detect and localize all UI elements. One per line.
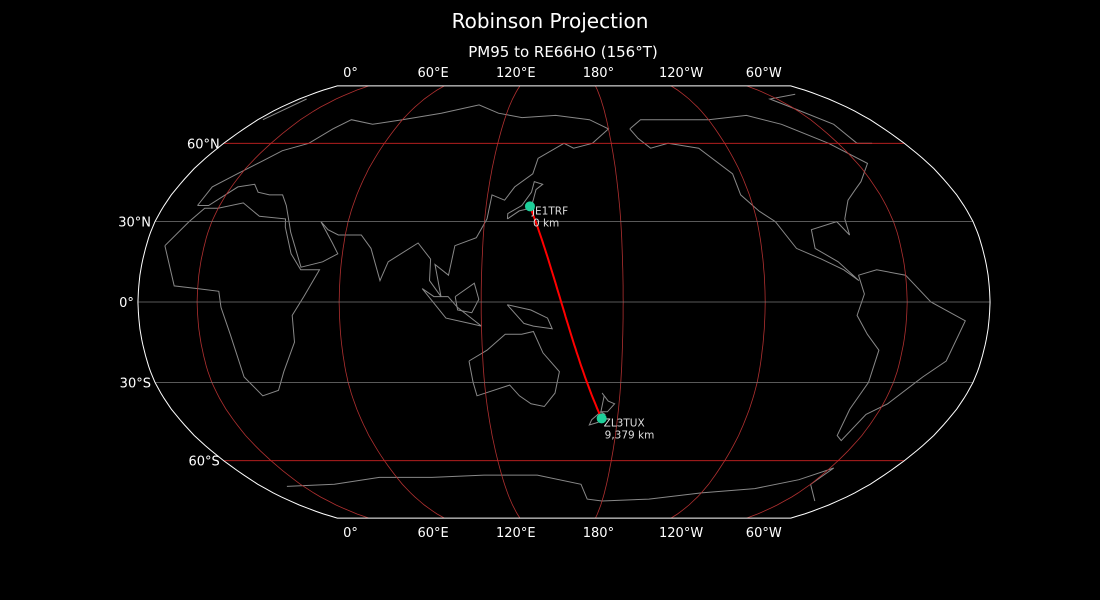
coastline	[164, 202, 321, 397]
longitude-tick-label-bottom: 0°	[343, 526, 358, 541]
graticule	[137, 85, 991, 519]
map-title: Robinson Projection	[451, 9, 649, 33]
coastline	[629, 114, 869, 282]
station-distance: 0 km	[533, 217, 559, 229]
station-marker[interactable]	[596, 413, 607, 424]
longitude-tick-label-top: 60°W	[746, 66, 782, 81]
longitude-tick-label-top: 120°W	[659, 66, 703, 81]
coastline	[468, 330, 560, 408]
latitude-tick-label: 30°S	[120, 376, 151, 391]
coastline	[588, 411, 606, 426]
coastline	[836, 269, 966, 442]
coastline	[197, 104, 610, 297]
latitude-tick-label: 0°	[119, 296, 134, 311]
longitude-tick-label-top: 0°	[343, 66, 358, 81]
coastline	[600, 392, 616, 413]
coastline	[421, 288, 482, 327]
longitude-tick-label-bottom: 120°E	[496, 526, 536, 541]
axis-ticks: 0° 0° 60°E 60°E 120°E 120°E 180° 180° 120°W 120°W…	[118, 66, 782, 541]
coastline	[768, 93, 858, 144]
longitude-tick-label-bottom: 180°	[583, 526, 614, 541]
great-circle-path	[529, 205, 603, 419]
coastline	[286, 474, 603, 502]
coastline	[262, 98, 307, 121]
station-marker[interactable]	[524, 201, 535, 212]
latitude-tick-label: 60°N	[187, 137, 220, 152]
station-callsign: ZL3TUX	[604, 417, 645, 429]
station-distance: 9,379 km	[605, 429, 655, 441]
coastline	[454, 282, 480, 314]
coastline	[601, 467, 835, 502]
latitude-tick-label: 60°S	[188, 455, 219, 470]
coastlines	[164, 93, 966, 502]
coastline	[506, 304, 554, 330]
map-boundary	[137, 85, 991, 519]
map-subtitle: PM95 to RE66HO (156°T)	[468, 43, 658, 61]
longitude-tick-label-top: 60°E	[417, 66, 448, 81]
station-callsign: JE1TRF	[531, 205, 568, 217]
longitude-tick-label-bottom: 120°W	[659, 526, 703, 541]
longitude-tick-label-bottom: 60°W	[746, 526, 782, 541]
longitude-tick-label-top: 120°E	[496, 66, 536, 81]
longitude-tick-label-bottom: 60°E	[417, 526, 448, 541]
longitude-tick-label-top: 180°	[583, 66, 614, 81]
latitude-tick-label: 30°N	[118, 216, 151, 231]
